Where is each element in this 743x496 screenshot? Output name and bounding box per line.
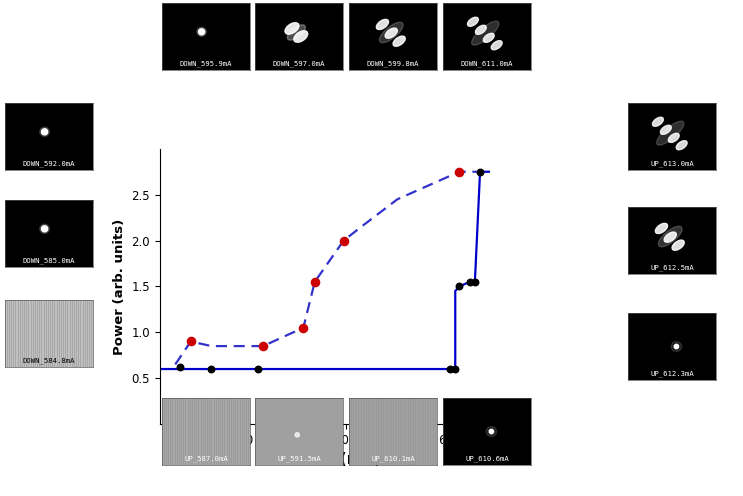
Ellipse shape — [483, 33, 494, 42]
Text: DOWN_592.0mA: DOWN_592.0mA — [23, 161, 75, 167]
Text: UP_587.0mA: UP_587.0mA — [184, 456, 228, 462]
Ellipse shape — [664, 232, 676, 242]
Ellipse shape — [42, 129, 47, 134]
Point — [257, 342, 269, 350]
Ellipse shape — [39, 127, 50, 136]
Ellipse shape — [489, 430, 493, 434]
Ellipse shape — [472, 21, 499, 45]
Point — [444, 365, 456, 373]
Ellipse shape — [39, 224, 50, 234]
Point — [453, 283, 465, 291]
Point — [252, 365, 264, 373]
Ellipse shape — [476, 25, 486, 34]
Ellipse shape — [197, 27, 207, 37]
Text: UP_612.3mA: UP_612.3mA — [650, 371, 694, 377]
Point — [206, 365, 218, 373]
Text: DOWN_597.0mA: DOWN_597.0mA — [273, 61, 325, 67]
Point — [297, 324, 309, 332]
Ellipse shape — [198, 29, 204, 35]
Ellipse shape — [41, 226, 48, 232]
Ellipse shape — [380, 22, 403, 43]
Y-axis label: Power (arb. units): Power (arb. units) — [113, 218, 126, 355]
Ellipse shape — [491, 41, 502, 50]
Text: DOWN_595.9mA: DOWN_595.9mA — [180, 61, 233, 67]
Ellipse shape — [295, 433, 299, 437]
Point — [453, 168, 465, 176]
Text: DOWN_611.0mA: DOWN_611.0mA — [461, 61, 513, 67]
Text: DOWN_599.8mA: DOWN_599.8mA — [367, 61, 419, 67]
Ellipse shape — [661, 125, 671, 134]
Ellipse shape — [655, 223, 667, 234]
Ellipse shape — [652, 117, 663, 126]
Ellipse shape — [377, 19, 389, 30]
Ellipse shape — [42, 129, 48, 135]
Ellipse shape — [42, 226, 48, 232]
Ellipse shape — [671, 341, 681, 352]
Ellipse shape — [199, 29, 204, 34]
Text: UP_610.1mA: UP_610.1mA — [371, 456, 415, 462]
Ellipse shape — [385, 28, 398, 38]
X-axis label: Current (mA): Current (mA) — [269, 452, 381, 467]
Point — [450, 365, 461, 373]
Ellipse shape — [42, 227, 47, 231]
Ellipse shape — [676, 141, 687, 150]
Ellipse shape — [288, 25, 305, 40]
Point — [175, 363, 186, 371]
Text: UP_591.5mA: UP_591.5mA — [277, 456, 321, 462]
Ellipse shape — [198, 28, 205, 35]
Ellipse shape — [293, 31, 308, 42]
Point — [338, 237, 350, 245]
Ellipse shape — [657, 121, 684, 145]
Text: UP_612.5mA: UP_612.5mA — [650, 265, 694, 271]
Ellipse shape — [486, 427, 496, 436]
Point — [474, 168, 486, 176]
Ellipse shape — [668, 133, 679, 142]
Point — [469, 278, 481, 286]
Text: DOWN_585.0mA: DOWN_585.0mA — [23, 258, 75, 264]
Text: UP_610.6mA: UP_610.6mA — [465, 456, 509, 462]
Ellipse shape — [674, 344, 678, 349]
Ellipse shape — [467, 17, 478, 26]
Point — [185, 337, 197, 345]
Text: UP_613.0mA: UP_613.0mA — [650, 161, 694, 167]
Ellipse shape — [41, 128, 48, 135]
Ellipse shape — [658, 226, 682, 247]
Point — [464, 278, 476, 286]
Point — [309, 278, 321, 286]
Ellipse shape — [285, 23, 299, 34]
Text: DOWN_584.8mA: DOWN_584.8mA — [23, 358, 75, 365]
Ellipse shape — [672, 240, 684, 250]
Ellipse shape — [393, 36, 405, 46]
